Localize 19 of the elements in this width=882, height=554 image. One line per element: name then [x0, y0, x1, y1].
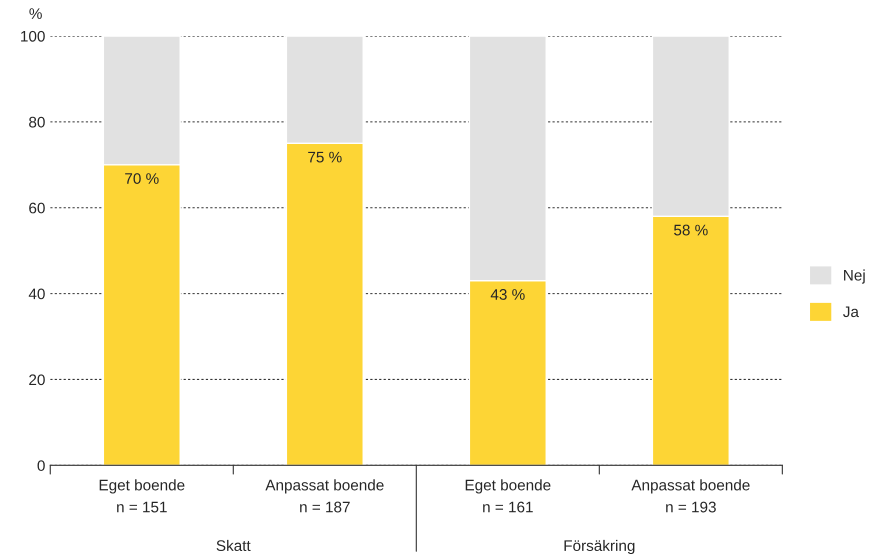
- x-tick-label: Anpassat boende n = 187: [265, 479, 384, 512]
- text: Skatt: [216, 540, 251, 552]
- text: Försäkring: [564, 540, 634, 554]
- y-tick-label: 60: [29, 202, 45, 214]
- legend-label: Nej: [844, 269, 865, 284]
- y-tick-label: 40: [28, 288, 45, 300]
- x-tick-label: Anpassat boende n = 193: [631, 479, 750, 512]
- data-label: 58 %: [674, 224, 708, 236]
- y-tick-label: 80: [29, 116, 45, 128]
- data-label: 70 %: [125, 173, 159, 184]
- x-tick-label: Eget boende n = 151: [100, 479, 184, 512]
- y-tick-label: 100: [21, 30, 45, 42]
- data-label: 75 %: [308, 152, 342, 162]
- legend-label: Ja: [843, 306, 859, 318]
- y-tick-label: 0: [38, 460, 45, 472]
- x-tick-label: Eget boende n = 161: [466, 479, 550, 512]
- y-tick-label: 20: [29, 374, 45, 386]
- data-label: 43 %: [490, 289, 525, 300]
- y-axis-title: %: [29, 8, 42, 19]
